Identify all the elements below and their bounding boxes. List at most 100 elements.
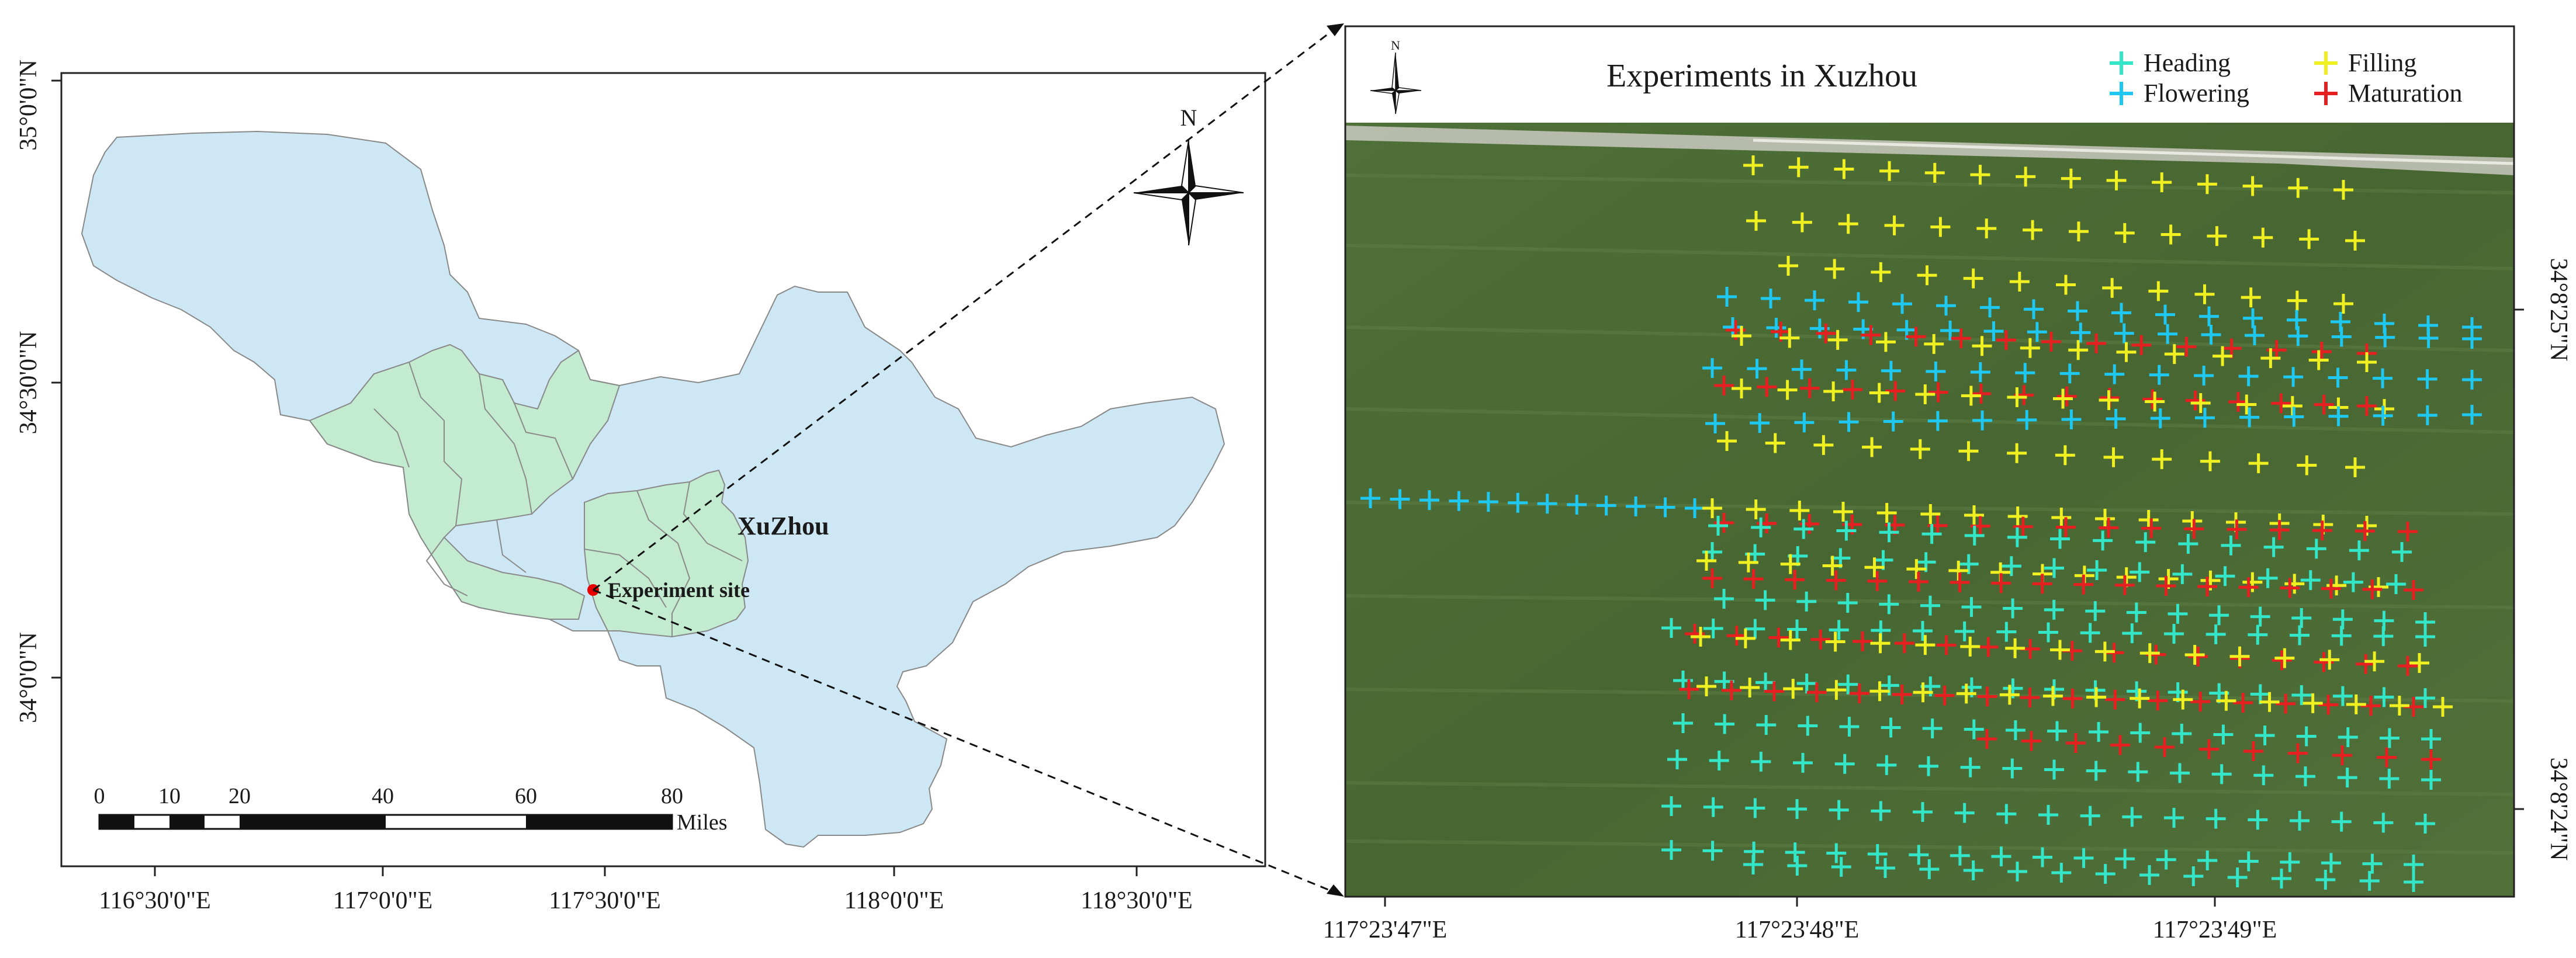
heading-marker [1715,714,1735,734]
region-label: XuZhou [738,512,829,540]
maturation-marker [1810,629,1831,650]
flowering-marker [1892,294,1912,314]
filling-marker [1822,556,1843,576]
flowering-marker [1747,359,1767,379]
right-north-arrow: N [1370,38,1422,114]
flowering-marker [1537,494,1557,514]
heading-marker [2087,560,2107,580]
flowering-marker [1983,321,2004,342]
maturation-marker [1806,682,1827,703]
filling-marker [1696,676,1716,696]
heading-marker [2002,758,2023,779]
heading-marker [1960,757,1981,777]
maturation-marker [2086,333,2107,353]
maturation-marker [2356,654,2376,674]
sample-markers [1360,155,2482,892]
heading-marker [1796,674,1817,693]
legend-heading-label: Heading [2144,48,2231,77]
maturation-marker [1906,327,1926,347]
filling-marker [2103,447,2124,467]
maturation-marker [1894,633,1914,654]
flowering-marker [1761,289,1781,309]
maturation-marker [2288,743,2308,763]
heading-marker [2290,811,2310,831]
maturation-marker [2197,577,2218,597]
filling-marker [1869,681,1890,702]
flowering-marker [2201,324,2221,345]
maturation-marker [2131,335,2152,355]
heading-marker [2038,622,2058,643]
right-x-tick-1: 117°23'47"E [1323,917,1448,943]
right-map: Experiments in Xuzhou N Heading Filling [1323,25,2572,943]
heading-marker [2280,852,2300,872]
heading-marker [2044,558,2064,578]
maturation-marker [2238,577,2259,598]
maturation-marker [2276,693,2296,714]
filling-marker [1777,380,1798,400]
filling-marker [1792,212,1812,232]
left-x-tick-4: 118°0'0"E [844,887,944,914]
flowering-marker [2111,303,2131,323]
left-y-axis [51,79,61,679]
heading-marker [2089,722,2109,742]
heading-marker [2248,624,2268,645]
experiment-site-label: Experiment site [608,578,750,602]
maturation-marker [1971,384,1991,404]
heading-marker [1756,672,1776,693]
district-boundaries [373,362,743,637]
maturation-marker [2398,522,2418,542]
heading-marker [1919,756,1938,776]
heading-marker [2050,529,2070,549]
heading-marker [1745,798,1765,818]
right-y-tick-2: 34°8'24"N [2545,758,2572,861]
flowering-marker [2150,408,2170,429]
maturation-marker [1714,376,1734,395]
flowering-marker [2284,407,2304,427]
filling-marker [2409,653,2429,673]
flowering-marker [2106,409,2126,429]
filling-marker [2056,275,2076,295]
filling-marker [1834,159,1854,179]
maturation-marker [1721,680,1741,700]
heading-marker [2331,626,2352,646]
filling-marker [1976,218,1997,239]
heading-marker [1921,524,1942,544]
heading-marker [2250,606,2270,627]
filling-marker [1740,678,1760,698]
flowering-marker [1360,488,1380,508]
left-x-tick-1: 116°30'0"E [99,887,211,914]
heading-marker [2047,721,2067,741]
heading-marker [2115,849,2135,869]
flowering-marker [2017,409,2037,430]
heading-marker [1796,591,1817,612]
filling-marker [2152,449,2172,470]
heading-marker [1756,715,1777,735]
heading-marker [2374,687,2394,707]
flowering-marker [1848,292,1868,313]
maturation-marker [1936,635,1957,655]
flowering-marker [2194,365,2214,386]
scale-unit: Miles [677,810,728,835]
filling-marker [2009,272,2030,292]
maturation-marker [2056,517,2076,537]
heading-marker [1709,750,1729,770]
flowering-marker [2417,405,2437,425]
heading-marker [2172,564,2193,584]
maturation-marker [2312,520,2332,541]
legend-filling-label: Filling [2348,48,2416,77]
flowering-marker [2194,408,2215,428]
flowering-marker [1881,360,1901,381]
heading-marker [1702,841,1723,861]
heading-marker [1826,843,1847,863]
filling-marker [1826,680,1847,700]
maturation-marker [2314,394,2334,415]
maturation-marker [2114,575,2135,595]
filling-marker [1870,633,1891,654]
filling-marker [2213,346,2233,366]
heading-marker [2128,762,2148,782]
heading-marker [1839,717,1860,737]
heading-marker [2183,866,2204,886]
flowering-marker [1805,290,1824,311]
heading-marker [2139,865,2159,885]
filling-marker [2236,394,2257,415]
